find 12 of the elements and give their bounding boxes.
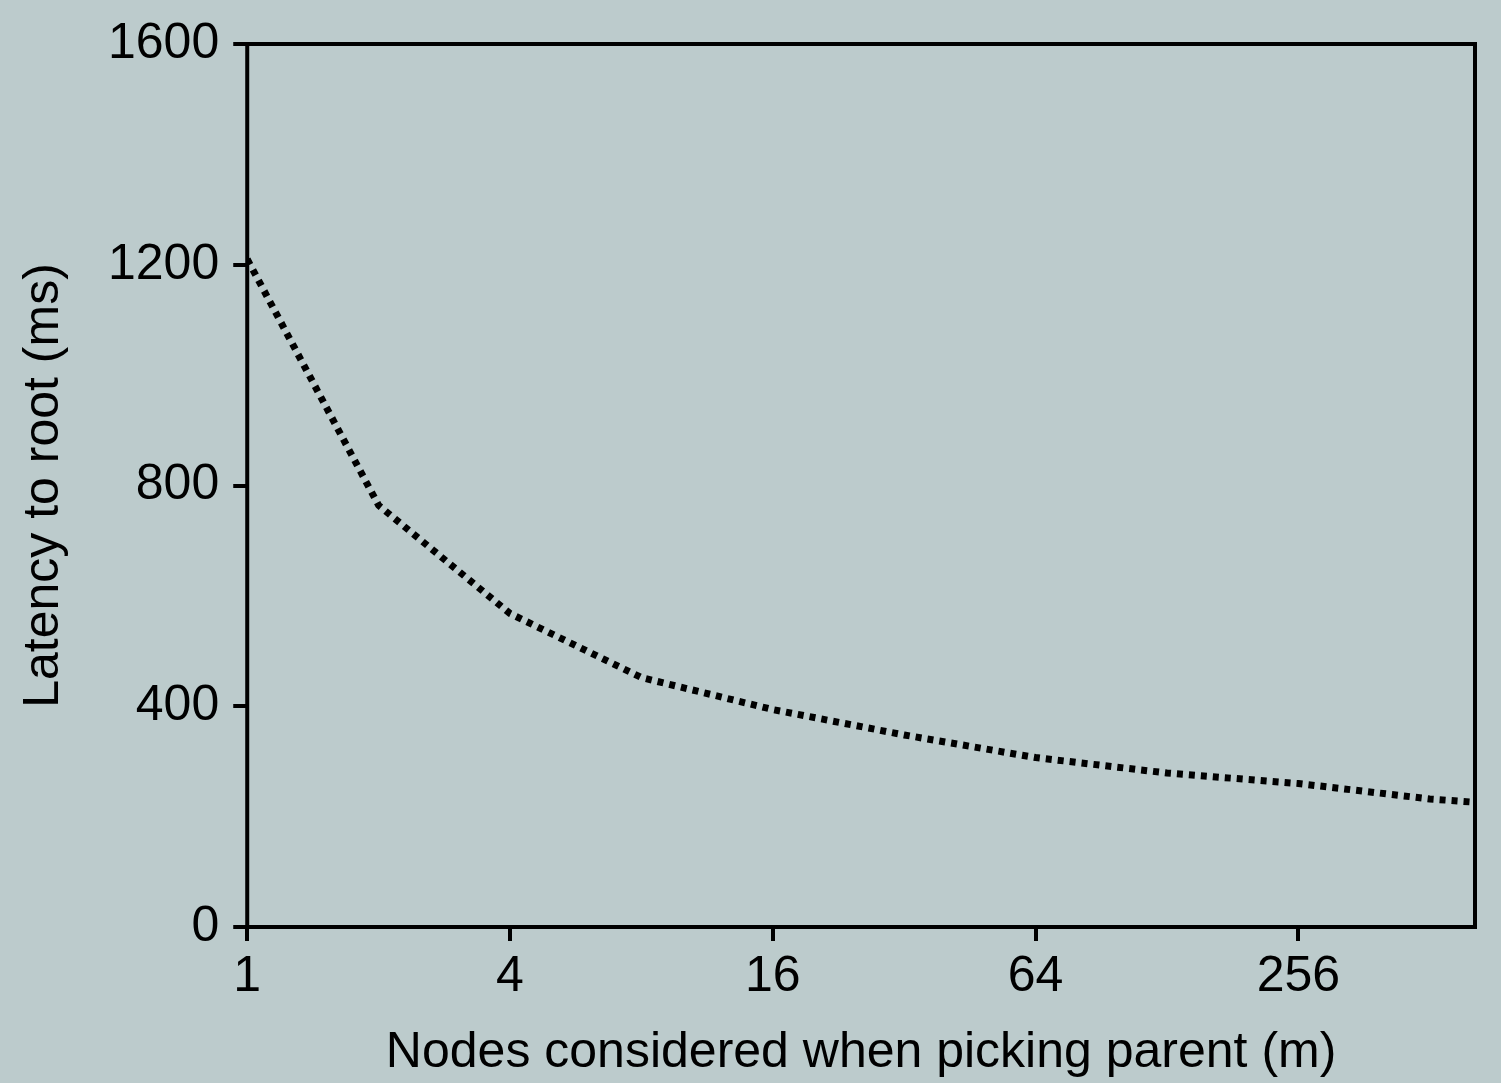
y-tick-label: 0 — [191, 895, 220, 952]
y-axis-title: Latency to root (ms) — [12, 263, 69, 708]
x-tick-label: 256 — [1256, 945, 1341, 1002]
x-tick-label: 16 — [744, 945, 801, 1002]
x-tick-label: 4 — [496, 945, 524, 1002]
x-tick-label: 64 — [1007, 945, 1064, 1002]
y-tick-label: 1600 — [108, 12, 220, 69]
x-axis-title: Nodes considered when picking parent (m) — [385, 1021, 1337, 1078]
y-tick-label: 800 — [135, 454, 220, 511]
y-tick-label: 400 — [135, 675, 220, 732]
y-tick-label: 1200 — [108, 233, 220, 290]
x-tick-label: 1 — [233, 945, 262, 1002]
